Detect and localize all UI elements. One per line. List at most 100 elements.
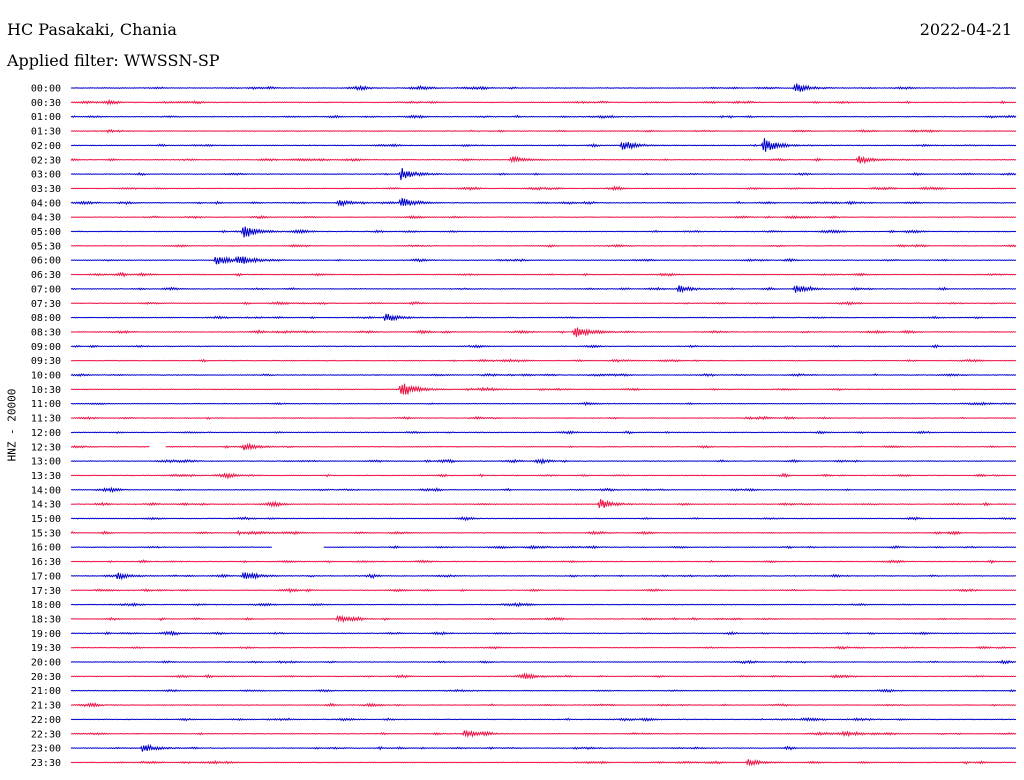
row-label-2330: 23:30 xyxy=(31,758,61,769)
trace-1530 xyxy=(70,530,1017,536)
trace-1030 xyxy=(70,383,1017,395)
trace-0700 xyxy=(70,285,1017,294)
station-title: HC Pasakaki, Chania xyxy=(7,20,177,39)
trace-0400 xyxy=(70,197,1017,208)
row-label-1330: 13:30 xyxy=(31,471,61,482)
trace-0200 xyxy=(70,138,1017,152)
row-label-2130: 21:30 xyxy=(31,701,61,712)
row-label-1030: 10:30 xyxy=(31,385,61,396)
row-label-0730: 07:30 xyxy=(31,299,61,310)
row-label-1530: 15:30 xyxy=(31,528,61,539)
trace-0600 xyxy=(70,255,1017,265)
trace-1200 xyxy=(70,430,1017,435)
trace-0530 xyxy=(70,243,1017,248)
row-label-0900: 09:00 xyxy=(31,342,61,353)
row-label-1600: 16:00 xyxy=(31,543,61,554)
row-label-0100: 01:00 xyxy=(31,112,61,123)
row-label-0500: 05:00 xyxy=(31,227,61,238)
trace-1430 xyxy=(70,499,1017,508)
row-label-1500: 15:00 xyxy=(31,514,61,525)
trace-0130 xyxy=(70,128,1017,134)
row-label-0030: 00:30 xyxy=(31,98,61,109)
row-label-0330: 03:30 xyxy=(31,184,61,195)
row-label-0700: 07:00 xyxy=(31,284,61,295)
row-label-1100: 11:00 xyxy=(31,399,61,410)
trace-1800 xyxy=(70,601,1017,608)
trace-0300 xyxy=(70,168,1017,181)
trace-2000 xyxy=(70,659,1017,665)
trace-0230 xyxy=(70,155,1017,165)
row-label-1700: 17:00 xyxy=(31,571,61,582)
row-label-0530: 05:30 xyxy=(31,241,61,252)
row-label-1830: 18:30 xyxy=(31,614,61,625)
trace-1000 xyxy=(70,372,1017,378)
trace-2230 xyxy=(70,729,1017,738)
trace-2300 xyxy=(70,743,1017,752)
row-label-0600: 06:00 xyxy=(31,256,61,267)
row-label-0930: 09:30 xyxy=(31,356,61,367)
trace-1330 xyxy=(70,472,1017,480)
trace-0630 xyxy=(70,271,1017,278)
trace-1100 xyxy=(70,401,1017,407)
row-label-0830: 08:30 xyxy=(31,327,61,338)
row-label-1000: 10:00 xyxy=(31,371,61,382)
row-label-1930: 19:30 xyxy=(31,643,61,654)
row-label-2200: 22:00 xyxy=(31,715,61,726)
trace-0430 xyxy=(70,214,1017,220)
trace-1930 xyxy=(70,645,1017,650)
row-label-1200: 12:00 xyxy=(31,428,61,439)
trace-0930 xyxy=(70,358,1017,363)
row-label-0200: 02:00 xyxy=(31,141,61,152)
trace-0030 xyxy=(70,98,1017,106)
row-label-0630: 06:30 xyxy=(31,270,61,281)
row-label-2300: 23:00 xyxy=(31,744,61,755)
trace-1230 xyxy=(70,442,1017,451)
trace-1830 xyxy=(70,614,1017,624)
row-label-2000: 20:00 xyxy=(31,658,61,669)
row-label-0130: 01:30 xyxy=(31,127,61,138)
row-label-2030: 20:30 xyxy=(31,672,61,683)
trace-2200 xyxy=(70,716,1017,722)
trace-1400 xyxy=(70,486,1017,494)
row-label-0430: 04:30 xyxy=(31,213,61,224)
row-label-1730: 17:30 xyxy=(31,586,61,597)
trace-1630 xyxy=(70,559,1017,565)
row-label-1130: 11:30 xyxy=(31,414,61,425)
trace-1500 xyxy=(70,516,1017,522)
trace-2100 xyxy=(70,688,1017,693)
row-label-1800: 18:00 xyxy=(31,600,61,611)
trace-0730 xyxy=(70,300,1017,306)
trace-0500 xyxy=(70,226,1017,238)
row-label-1300: 13:00 xyxy=(31,457,61,468)
row-label-0230: 02:30 xyxy=(31,155,61,166)
row-label-0300: 03:00 xyxy=(31,170,61,181)
row-label-1900: 19:00 xyxy=(31,629,61,640)
trace-2330 xyxy=(70,758,1017,767)
row-label-1230: 12:30 xyxy=(31,442,61,453)
trace-2030 xyxy=(70,672,1017,680)
trace-2130 xyxy=(70,702,1017,708)
row-label-1430: 14:30 xyxy=(31,500,61,511)
row-label-2230: 22:30 xyxy=(31,729,61,740)
row-label-1400: 14:00 xyxy=(31,485,61,496)
trace-1300 xyxy=(70,457,1017,466)
trace-0100 xyxy=(70,114,1017,119)
row-label-0400: 04:00 xyxy=(31,198,61,209)
trace-1700 xyxy=(70,571,1017,581)
row-label-0800: 08:00 xyxy=(31,313,61,324)
date-label: 2022-04-21 xyxy=(919,20,1012,39)
filter-label: Applied filter: WWSSN-SP xyxy=(7,51,220,70)
trace-1130 xyxy=(70,415,1017,421)
trace-1730 xyxy=(70,587,1017,594)
trace-0900 xyxy=(70,343,1017,349)
trace-1900 xyxy=(70,630,1017,637)
trace-0800 xyxy=(70,313,1017,322)
row-label-0000: 00:00 xyxy=(31,84,61,95)
seismic-traces xyxy=(70,83,1017,767)
row-label-2100: 21:00 xyxy=(31,686,61,697)
trace-1600 xyxy=(70,544,1017,550)
time-tick-labels: 00:00 00:30 01:00 01:30 02:00 02:30 03:00 03:30… xyxy=(31,84,61,769)
trace-0000 xyxy=(70,83,1017,92)
trace-0830 xyxy=(70,327,1017,338)
